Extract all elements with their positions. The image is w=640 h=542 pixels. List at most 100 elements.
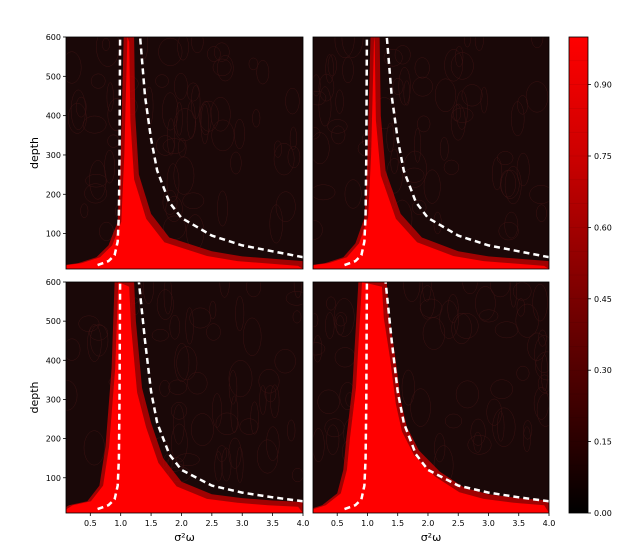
contour-speckle xyxy=(96,37,120,67)
contour-speckle xyxy=(162,92,179,131)
contour-speckle xyxy=(342,56,354,84)
contour-speckle xyxy=(275,191,296,222)
contour-speckle xyxy=(410,388,431,427)
contour-speckle xyxy=(536,204,547,222)
boundary-right-dashed xyxy=(385,37,549,259)
contour-speckle xyxy=(185,307,194,345)
contour-speckle xyxy=(259,385,267,415)
contour-speckle xyxy=(475,286,496,321)
y-tick-label: 300 xyxy=(46,151,61,160)
colorbar-gradient xyxy=(568,36,589,514)
contour-speckle xyxy=(479,309,499,323)
contour-speckle xyxy=(534,335,549,374)
contour-speckle xyxy=(230,395,239,433)
contour-speckle xyxy=(383,48,403,67)
contour-speckle xyxy=(104,150,115,184)
contour-speckle xyxy=(191,85,201,120)
contour-speckle xyxy=(176,346,198,381)
x-axis-label: σ²ω xyxy=(174,531,195,542)
contour-speckle xyxy=(174,343,190,382)
contour-speckle xyxy=(165,196,183,222)
contour-speckle xyxy=(155,74,169,88)
x-tick-label: 0.5 xyxy=(84,519,97,528)
contour-speckle xyxy=(214,451,223,482)
contour-speckle xyxy=(404,167,425,183)
contour-speckle xyxy=(66,51,82,84)
contour-speckle xyxy=(331,125,346,145)
contour-speckle xyxy=(285,291,303,306)
contour-speckle xyxy=(169,314,181,340)
contour-speckle xyxy=(444,49,463,82)
contour-speckle xyxy=(529,185,549,204)
contour-speckle xyxy=(492,407,516,447)
contour-speckle xyxy=(467,435,492,455)
contour-speckle xyxy=(228,437,242,469)
contour-speckle xyxy=(341,37,364,58)
contour-speckle xyxy=(173,156,195,195)
boundary-left-dashed xyxy=(97,282,122,511)
contour-speckle xyxy=(490,282,511,298)
x-tick-label: 0.5 xyxy=(331,519,344,528)
contour-speckle xyxy=(230,151,242,175)
contour-speckle xyxy=(217,55,234,82)
contour-speckle xyxy=(455,90,468,130)
panel-bottom-left xyxy=(66,282,303,513)
contour-speckle xyxy=(334,312,348,327)
contour-speckle xyxy=(217,190,228,227)
panel-bottom-right xyxy=(313,282,549,513)
hot-region xyxy=(313,37,549,269)
contour-speckle xyxy=(509,282,518,308)
hot-region xyxy=(66,282,303,513)
contour-speckle xyxy=(168,379,188,395)
contour-speckle xyxy=(313,74,321,97)
contour-speckle xyxy=(318,86,332,127)
contour-speckle xyxy=(242,317,262,356)
contour-speckle xyxy=(246,282,262,298)
y-tick-label: 300 xyxy=(46,395,61,404)
contour-speckle xyxy=(248,57,259,71)
contour-speckle xyxy=(326,424,340,455)
contour-speckle xyxy=(451,312,472,345)
contour-speckle xyxy=(532,283,548,322)
contour-speckle xyxy=(175,101,183,136)
contour-speckle xyxy=(492,157,503,191)
colorbar-tick-label: 0.00 xyxy=(594,509,612,518)
contour-speckle xyxy=(327,54,337,77)
contour-speckle xyxy=(434,78,457,113)
contour-speckle xyxy=(497,151,514,166)
contour-speckle xyxy=(66,338,81,361)
contour-speckle xyxy=(461,84,483,107)
contour-speckle xyxy=(414,128,422,163)
contour-speckle xyxy=(335,89,344,114)
colorbar-tick-label: 0.15 xyxy=(594,438,612,447)
contour-speckle xyxy=(417,115,431,133)
contour-speckle xyxy=(287,146,301,169)
contour-speckle xyxy=(480,86,488,114)
contour-speckle xyxy=(292,310,302,324)
contour-speckle xyxy=(313,220,323,240)
contour-speckle xyxy=(313,428,325,463)
x-tick-label: 1.0 xyxy=(114,519,127,528)
y-tick-label: 400 xyxy=(46,356,61,365)
contour-speckle xyxy=(269,204,283,244)
contour-speckle xyxy=(447,294,459,323)
contour-speckle xyxy=(289,126,297,151)
y-tick-label: 400 xyxy=(46,112,61,121)
contour-speckle xyxy=(156,135,175,156)
contour-speckle xyxy=(212,393,222,428)
contour-speckle xyxy=(313,313,319,327)
contour-speckle xyxy=(90,324,109,357)
contour-speckle xyxy=(444,413,463,429)
contour-speckle xyxy=(187,372,208,395)
panel-top-left xyxy=(66,37,303,269)
contour-speckle xyxy=(463,37,471,48)
contour-speckle xyxy=(515,303,539,338)
contour-speckle xyxy=(219,282,230,298)
panel-top-right xyxy=(313,37,549,269)
hot-region xyxy=(313,282,549,513)
contour-speckle xyxy=(287,419,296,442)
contour-speckle xyxy=(398,67,411,106)
y-tick-label: 500 xyxy=(46,72,61,81)
colorbar-tick-label: 0.30 xyxy=(594,366,612,375)
contour-speckle xyxy=(270,384,280,419)
